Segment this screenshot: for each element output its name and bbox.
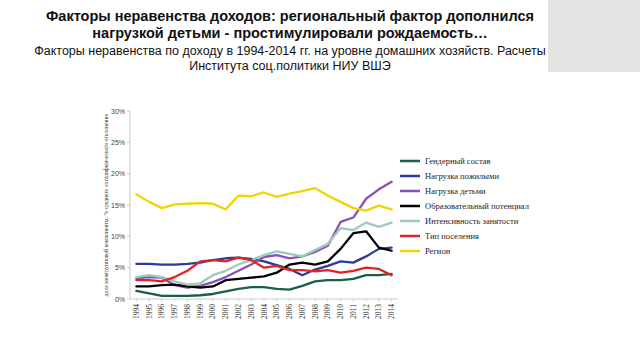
plot-lines: [136, 182, 391, 296]
x-tick-label: 2007: [298, 304, 307, 319]
legend-swatch: [400, 160, 420, 163]
legend-label: Нагрузка пожилыми: [425, 171, 499, 181]
x-tick-label: 2000: [208, 304, 217, 319]
x-tick: [212, 299, 213, 302]
legend-label: Регион: [425, 246, 451, 256]
y-axis-label: доля межгрупповой компоненты, % среднего…: [103, 113, 109, 296]
x-tick: [238, 299, 239, 302]
x-tick-label: 2004: [260, 304, 269, 319]
x-tick-label: 1996: [157, 304, 166, 319]
x-tick: [161, 299, 162, 302]
x-tick: [264, 299, 265, 302]
y-tick: [127, 267, 130, 268]
y-tick-label: 30%: [111, 108, 125, 115]
y-tick: [127, 299, 130, 300]
x-tick-label: 1998: [183, 304, 192, 319]
series-line: [136, 231, 391, 287]
x-tick: [315, 299, 316, 302]
legend-label: Гендерный состав: [425, 156, 490, 166]
x-tick-label: 2011: [349, 304, 358, 319]
x-tick: [225, 299, 226, 302]
x-tick-label: 2008: [311, 304, 320, 319]
y-tick: [127, 173, 130, 174]
x-tick: [378, 299, 379, 302]
x-tick: [276, 299, 277, 302]
x-tick: [200, 299, 201, 302]
legend-label: Нагрузка детьми: [425, 186, 486, 196]
x-tick-label: 2014: [387, 304, 396, 319]
x-tick-label: 2013: [374, 304, 383, 319]
x-tick-label: 1997: [170, 304, 179, 319]
x-tick: [289, 299, 290, 302]
x-tick: [391, 299, 392, 302]
x-tick: [174, 299, 175, 302]
x-tick: [136, 299, 137, 302]
y-tick: [127, 236, 130, 237]
legend-swatch: [400, 235, 420, 238]
series-line: [136, 188, 391, 211]
x-tick-label: 1999: [196, 304, 205, 319]
y-tick: [127, 205, 130, 206]
title: Факторы неравенства доходов: региональны…: [40, 8, 540, 42]
series-line: [136, 223, 391, 285]
legend-label: Образовательный потенциал: [425, 201, 530, 211]
series-line: [136, 258, 391, 282]
x-tick-label: 2006: [285, 304, 294, 319]
y-tick-label: 5%: [115, 264, 125, 271]
x-tick-label: 1995: [145, 304, 154, 319]
y-tick: [127, 111, 130, 112]
x-tick: [187, 299, 188, 302]
legend-swatch: [400, 220, 420, 223]
x-tick-label: 2010: [336, 304, 345, 319]
y-tick-label: 10%: [111, 233, 125, 240]
series-line: [136, 182, 391, 288]
legend-label: Тип поселения: [425, 231, 479, 241]
x-tick-label: 2005: [272, 304, 281, 319]
x-tick-label: 2003: [247, 304, 256, 319]
x-tick: [327, 299, 328, 302]
x-tick: [366, 299, 367, 302]
y-tick: [127, 142, 130, 143]
y-tick-label: 25%: [111, 139, 125, 146]
legend-label: Интенсивность занятости: [425, 216, 519, 226]
x-tick: [149, 299, 150, 302]
legend-swatch: [400, 250, 420, 253]
legend-swatch: [400, 175, 420, 178]
y-tick-label: 20%: [111, 170, 125, 177]
x-tick-label: 2009: [323, 304, 332, 319]
x-tick-label: 2001: [221, 304, 230, 319]
legend-swatch: [400, 205, 420, 208]
x-tick: [340, 299, 341, 302]
y-tick-label: 15%: [111, 202, 125, 209]
webcam: [548, 0, 640, 72]
chart: 0% 5% 10% 15% 20% 25% 30%доля межгрупповой ком…: [0, 0, 640, 360]
y-tick-label: 0%: [115, 296, 125, 303]
legend-swatch: [400, 190, 420, 193]
x-tick: [353, 299, 354, 302]
x-tick: [302, 299, 303, 302]
subtitle: Факторы неравенства по доходу в 1994-201…: [30, 44, 550, 74]
x-tick-label: 2002: [234, 304, 243, 319]
x-tick-label: 2012: [362, 304, 371, 319]
x-tick-label: 1994: [132, 304, 141, 319]
x-tick: [251, 299, 252, 302]
